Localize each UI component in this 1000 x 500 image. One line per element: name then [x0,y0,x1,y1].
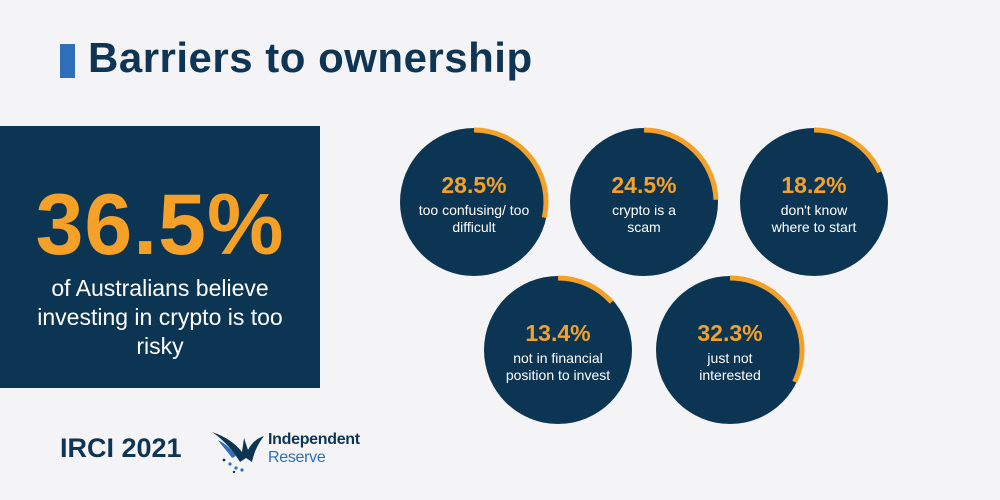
stat-circle-5-label: just not interested [699,350,761,384]
stat-circle-5: 32.3% just not interested [656,275,805,424]
stat-circle-2-label: crypto is a scam [612,202,676,236]
stat-circle-2: 24.5% crypto is a scam [570,127,719,276]
stat-circle-3-label: don't know where to start [771,202,857,236]
stat-circle-5-disc [656,276,804,424]
stat-circle-2-arc [643,127,719,200]
stat-circle-4-label: not in financial position to invest [505,350,611,384]
hero-text: of Australians believe investing in cryp… [37,275,283,359]
independent-reserve-logo: Independent Reserve [210,428,380,474]
stat-circle-3-value: 18.2% [781,172,847,198]
stat-circle-2-disc [570,128,718,276]
footer-year-label: IRCI 2021 [60,433,182,463]
logo-line1: Independent [268,431,360,448]
stat-circle-1-arc [473,127,549,219]
hero-panel: 36.5% of Australians believe investing i… [0,126,320,388]
stat-circle-4-arc [557,275,614,304]
stat-circle-1-value: 28.5% [441,172,507,198]
stat-circle-1: 28.5% too confusing/ too difficult [400,127,549,276]
logo-line2: Reserve [268,449,326,466]
stat-circle-2-value: 24.5% [611,172,677,198]
title-accent-bar [60,44,75,78]
stat-circle-3-disc [740,128,888,276]
stat-circle-3-arc [813,127,882,174]
stat-circle-3: 18.2% don't know where to start [740,127,888,276]
stat-circle-5-arc [729,275,805,383]
stat-circle-5-value: 32.3% [697,320,763,346]
stat-circle-4-disc [484,276,632,424]
hero-value: 36.5% [35,177,285,273]
stat-circle-1-label: too confusing/ too difficult [418,202,530,236]
page-title: Barriers to ownership [88,34,533,81]
stat-circle-4: 13.4% not in financial position to inves… [484,275,632,424]
eagle-icon [212,432,264,474]
stat-circle-4-value: 13.4% [525,320,591,346]
stat-circle-1-disc [400,128,548,276]
